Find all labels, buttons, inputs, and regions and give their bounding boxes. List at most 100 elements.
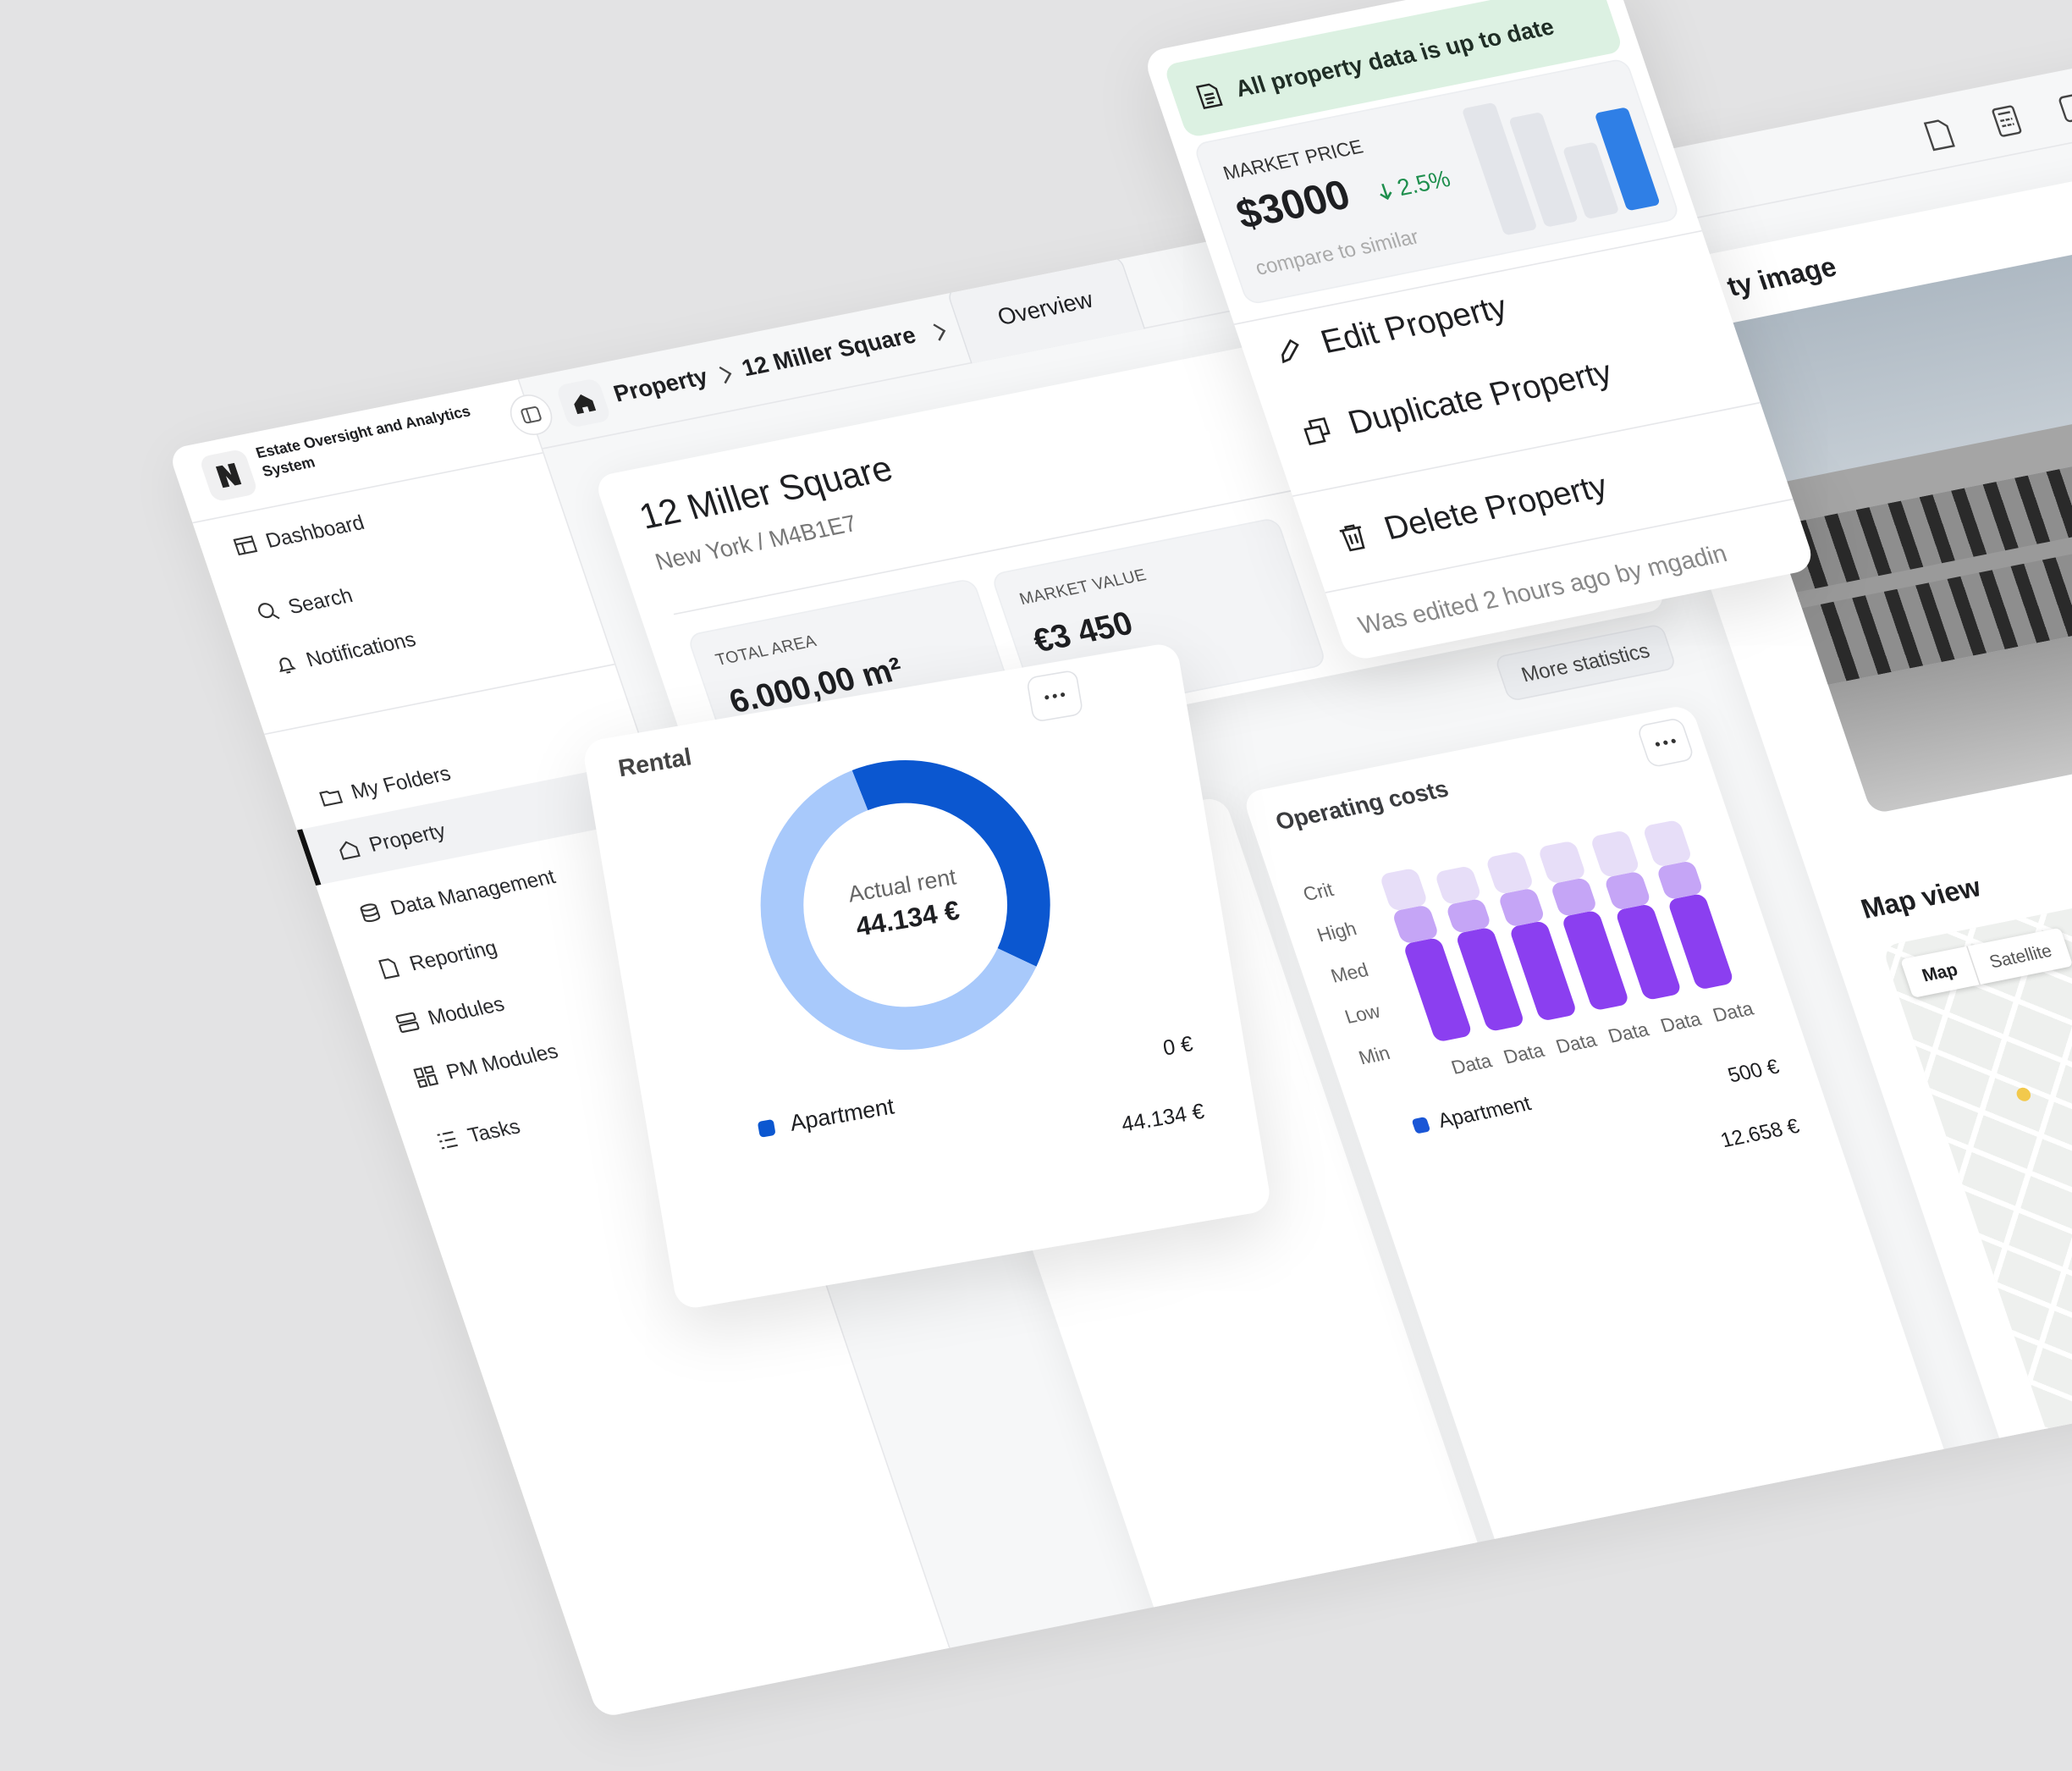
icon xyxy=(279,657,296,674)
icon xyxy=(1380,183,1392,201)
action-label: Delete Property xyxy=(1380,467,1612,548)
legend-swatch xyxy=(757,1118,776,1138)
icon xyxy=(378,958,400,979)
bar-segment xyxy=(1458,928,1523,1031)
icon xyxy=(339,841,361,860)
panel-title: ty image xyxy=(1723,252,1841,303)
bar-segment xyxy=(1669,894,1733,989)
icon xyxy=(395,1012,420,1033)
y-tick-label: Low xyxy=(1342,1000,1383,1028)
menu-item[interactable]: Dashboard xyxy=(230,507,369,562)
rental-card: Rental Actual rent 44.134 € 0 € Apartmen… xyxy=(581,641,1273,1311)
icon xyxy=(360,903,381,923)
icon xyxy=(437,1131,459,1150)
sidebar: Estate Oversight and Analytics System Da… xyxy=(168,378,951,1719)
donut-segment xyxy=(760,770,1037,1050)
chevron xyxy=(719,366,732,384)
icon xyxy=(233,535,258,556)
bar-segment xyxy=(1606,872,1650,909)
collapse-button[interactable] xyxy=(504,391,558,439)
icon xyxy=(1044,692,1066,700)
action-item[interactable]: Duplicate Property xyxy=(1296,353,1617,455)
menu-item[interactable]: Notifications xyxy=(270,624,420,681)
breadcrumb-item[interactable]: 12 Miller Square xyxy=(738,322,920,382)
icon xyxy=(1655,738,1676,747)
menu-label: Data Management xyxy=(387,864,559,920)
bar-segment xyxy=(1487,852,1532,894)
menu-item[interactable]: Search xyxy=(252,580,356,628)
toolbar-icons[interactable] xyxy=(1919,80,2072,153)
action-item[interactable]: Edit Property xyxy=(1269,288,1513,373)
icon xyxy=(413,1065,439,1089)
x-tick-label: Data xyxy=(1657,1007,1704,1036)
x-tick-label: Data xyxy=(1501,1039,1547,1068)
market-note: compare to similar xyxy=(1252,225,1423,281)
menu-item[interactable]: My Folders xyxy=(315,759,455,814)
bar-segment xyxy=(1592,831,1639,877)
menu-item[interactable]: Data Management xyxy=(355,862,559,930)
icon xyxy=(1195,82,1223,109)
stat-label: MARKET VALUE xyxy=(1017,565,1149,609)
bar-segment xyxy=(1394,906,1437,943)
menu-item[interactable]: PM Modules xyxy=(411,1036,562,1094)
bar-segment xyxy=(1617,905,1680,1000)
more-button[interactable] xyxy=(1635,716,1695,769)
tab[interactable]: Overview xyxy=(945,253,1146,364)
market-bar xyxy=(1595,108,1660,211)
bar-segment xyxy=(1447,899,1490,933)
bar-segment xyxy=(1658,862,1702,899)
market-change: 2.5% xyxy=(1373,166,1454,207)
icon xyxy=(574,394,597,415)
divider xyxy=(264,663,615,736)
menu-item[interactable]: Tasks xyxy=(432,1112,524,1157)
icon xyxy=(1339,524,1365,552)
market-price-bars xyxy=(1463,102,1660,235)
action-item[interactable]: Delete Property xyxy=(1331,466,1612,560)
bar-segment xyxy=(1540,841,1584,883)
home-button[interactable] xyxy=(554,378,612,429)
action-label: Edit Property xyxy=(1316,289,1513,361)
market-price-box: MARKET PRICE $3000 2.5% compare to simil… xyxy=(1193,58,1681,306)
action-popup: All property data is up to date MARKET P… xyxy=(1142,0,1817,663)
status-banner: All property data is up to date xyxy=(1163,0,1624,139)
bar-segment xyxy=(1552,878,1595,916)
market-value: $3000 xyxy=(1231,172,1357,239)
main-plane: Estate Oversight and Analytics System Da… xyxy=(168,0,2072,1771)
market-bar xyxy=(1463,102,1536,235)
map-title: Map view xyxy=(1857,872,1986,925)
menu-label: Reporting xyxy=(406,935,500,976)
x-tick-label: Data xyxy=(1710,997,1756,1026)
menu-label: Tasks xyxy=(465,1114,524,1148)
menu-item[interactable]: Property xyxy=(333,815,450,866)
rental-donut xyxy=(760,760,1050,1050)
change-value: 2.5% xyxy=(1393,165,1454,201)
app-window: Estate Oversight and Analytics System Da… xyxy=(168,36,2072,1719)
app-name: Estate Oversight and Analytics System xyxy=(254,403,473,481)
menu-item[interactable]: Modules xyxy=(392,989,509,1040)
menu-label: My Folders xyxy=(348,761,455,804)
y-tick-label: Med xyxy=(1328,958,1371,987)
menu-label: PM Modules xyxy=(443,1039,561,1084)
bar-segment xyxy=(1563,911,1628,1010)
stat-label: TOTAL AREA xyxy=(713,631,819,670)
bar-segment xyxy=(1645,820,1690,866)
logo-icon xyxy=(215,462,242,488)
menu-label: Modules xyxy=(424,991,508,1030)
x-tick-label: Data xyxy=(1448,1049,1495,1078)
icon xyxy=(319,790,344,807)
chevron xyxy=(933,323,946,341)
action-label: Duplicate Property xyxy=(1343,354,1617,442)
property-title: 12 Miller Square xyxy=(634,447,898,538)
bar-segment xyxy=(1405,938,1471,1041)
menu-label: Search xyxy=(284,583,356,619)
bar-segment xyxy=(1511,921,1575,1020)
icon xyxy=(521,406,542,424)
y-tick-label: Min xyxy=(1356,1041,1393,1068)
menu-item[interactable]: Reporting xyxy=(373,932,501,985)
icon xyxy=(1281,339,1299,364)
breadcrumb-item[interactable]: Property xyxy=(610,363,712,408)
icon xyxy=(258,603,280,620)
more-button[interactable] xyxy=(1026,669,1084,723)
logo xyxy=(198,448,259,503)
